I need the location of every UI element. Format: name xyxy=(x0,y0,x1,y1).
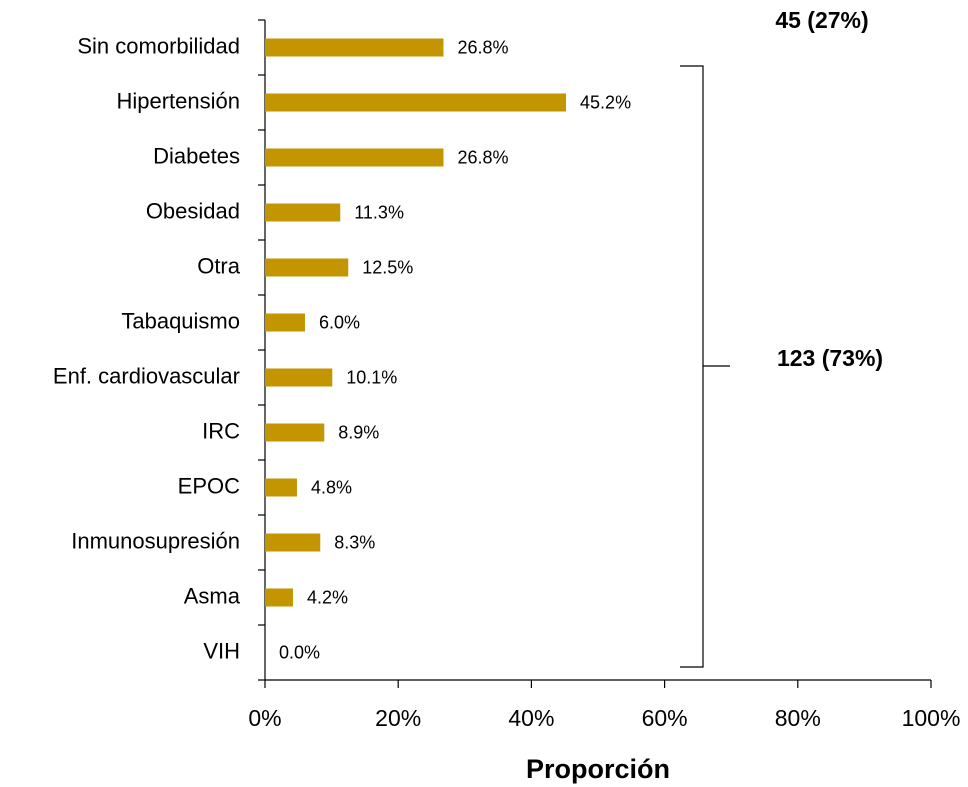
bracket-line xyxy=(680,65,704,668)
bar xyxy=(265,313,305,332)
annotation: 45 (27%) xyxy=(775,7,868,33)
bar xyxy=(265,533,321,552)
category-label: Diabetes xyxy=(153,143,240,168)
category-label: EPOC xyxy=(178,473,240,498)
value-label: 4.2% xyxy=(307,587,348,607)
bar xyxy=(265,203,341,222)
value-label: 10.1% xyxy=(346,367,397,387)
x-tick-label: 20% xyxy=(375,705,421,731)
category-label: Tabaquismo xyxy=(121,308,240,333)
category-label: IRC xyxy=(202,418,240,443)
bar xyxy=(265,148,444,167)
bracket xyxy=(680,65,730,668)
category-label: Enf. cardiovascular xyxy=(53,363,240,388)
bar xyxy=(265,38,444,57)
x-tick-label: 0% xyxy=(248,705,281,731)
x-tick-label: 100% xyxy=(902,705,961,731)
value-label: 8.3% xyxy=(334,532,375,552)
x-tick-label: 40% xyxy=(508,705,554,731)
value-label: 11.3% xyxy=(354,202,404,222)
annotation: 123 (73%) xyxy=(777,345,883,371)
value-label: 26.8% xyxy=(457,37,508,57)
category-label: Obesidad xyxy=(146,198,240,223)
bar xyxy=(265,368,333,387)
value-label: 26.8% xyxy=(457,147,508,167)
value-label: 0.0% xyxy=(279,642,320,662)
value-label: 6.0% xyxy=(319,312,360,332)
category-label: Otra xyxy=(197,253,241,278)
bar xyxy=(265,423,325,442)
category-label: Hipertensión xyxy=(116,88,240,113)
category-label: VIH xyxy=(203,638,240,663)
x-tick-label: 60% xyxy=(642,705,688,731)
bar xyxy=(265,588,293,607)
value-label: 4.8% xyxy=(311,477,352,497)
bar xyxy=(265,93,567,112)
bar xyxy=(265,258,349,277)
category-label: Inmunosupresión xyxy=(71,528,240,553)
category-label: Sin comorbilidad xyxy=(77,33,240,58)
x-axis-title: Proporción xyxy=(526,754,670,784)
value-label: 8.9% xyxy=(338,422,379,442)
value-label: 12.5% xyxy=(362,257,413,277)
category-label: Asma xyxy=(184,583,241,608)
value-label: 45.2% xyxy=(580,92,631,112)
x-tick-label: 80% xyxy=(775,705,821,731)
bar xyxy=(265,478,297,497)
